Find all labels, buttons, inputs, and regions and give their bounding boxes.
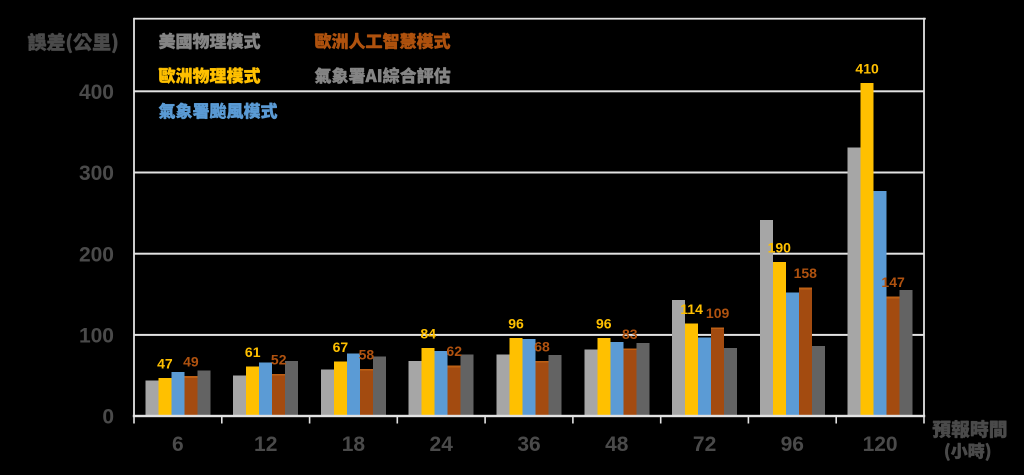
- svg-text:83: 83: [622, 326, 638, 342]
- svg-text:114: 114: [680, 301, 703, 317]
- svg-text:120: 120: [863, 433, 898, 456]
- svg-text:24: 24: [430, 433, 454, 456]
- svg-text:58: 58: [359, 346, 375, 362]
- svg-text:96: 96: [596, 316, 612, 332]
- svg-text:300: 300: [79, 162, 114, 185]
- svg-text:96: 96: [781, 433, 804, 456]
- svg-text:12: 12: [254, 433, 277, 456]
- svg-text:200: 200: [79, 243, 114, 266]
- svg-text:410: 410: [855, 61, 879, 77]
- svg-text:400: 400: [79, 81, 114, 104]
- svg-text:52: 52: [271, 351, 287, 367]
- svg-text:48: 48: [605, 433, 629, 456]
- svg-text:72: 72: [693, 433, 716, 456]
- svg-text:36: 36: [517, 433, 540, 456]
- svg-text:61: 61: [245, 344, 261, 360]
- svg-text:190: 190: [768, 239, 792, 255]
- svg-text:0: 0: [102, 406, 114, 429]
- svg-text:109: 109: [706, 305, 730, 321]
- svg-text:100: 100: [79, 325, 114, 348]
- svg-text:62: 62: [446, 343, 462, 359]
- svg-text:68: 68: [534, 338, 550, 354]
- svg-text:147: 147: [881, 274, 905, 290]
- svg-text:67: 67: [333, 339, 349, 355]
- svg-text:18: 18: [342, 433, 366, 456]
- svg-text:49: 49: [183, 354, 199, 370]
- svg-text:96: 96: [508, 316, 524, 332]
- svg-text:158: 158: [794, 265, 818, 281]
- svg-text:47: 47: [157, 355, 173, 371]
- svg-text:6: 6: [172, 433, 184, 456]
- svg-text:84: 84: [420, 325, 436, 341]
